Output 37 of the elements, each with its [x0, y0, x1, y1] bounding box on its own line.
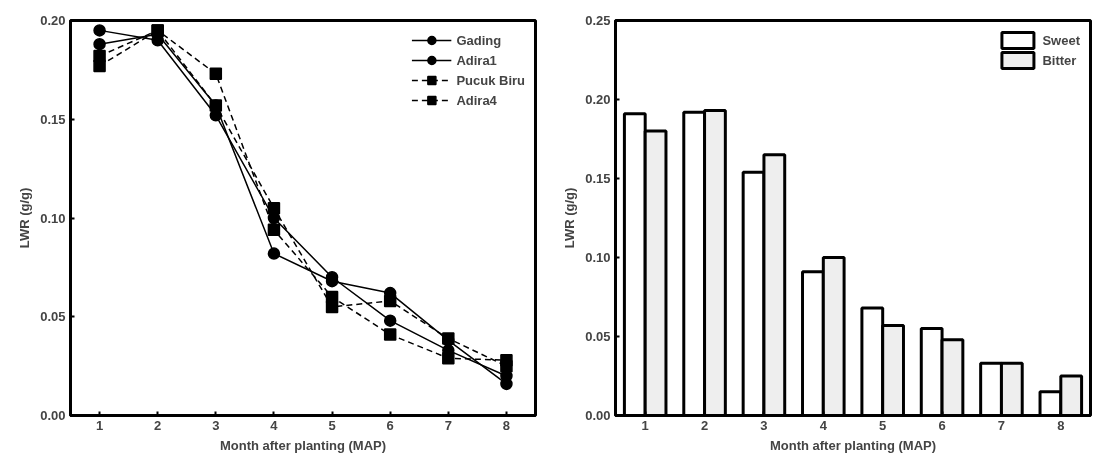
legend-label: Adira4	[456, 92, 497, 108]
x-tick-label: 8	[1057, 417, 1065, 433]
y-axis-title: LWR (g/g)	[17, 187, 33, 249]
x-tick-label: 6	[386, 417, 394, 433]
x-tick-label: 6	[938, 417, 946, 433]
x-tick-label: 2	[700, 417, 709, 433]
y-tick-label: 0.25	[585, 13, 611, 28]
x-axis-title: Month after planting (MAP)	[219, 437, 387, 453]
x-tick-label: 1	[95, 417, 104, 433]
x-tick-label: 1	[641, 417, 649, 433]
y-tick-label: 0.15	[40, 111, 66, 127]
y-tick-label: 0.20	[585, 92, 611, 107]
x-tick-label: 4	[819, 417, 828, 433]
y-tick-label: 0.10	[585, 250, 611, 265]
x-tick-label: 5	[328, 417, 336, 433]
x-axis-title: Month after planting (MAP)	[769, 437, 937, 453]
y-tick-label: 0.15	[585, 171, 611, 186]
x-tick-label: 3	[212, 417, 220, 433]
x-tick-label: 4	[270, 417, 279, 433]
legend-label: Sweet	[1042, 32, 1080, 48]
y-tick-label: 0.20	[40, 13, 66, 28]
x-tick-label: 3	[760, 417, 768, 433]
y-axis-title: LWR (g/g)	[562, 187, 578, 249]
legend-label: Adira1	[456, 52, 497, 68]
y-tick-label: 0.10	[40, 210, 66, 226]
y-tick-label: 0.05	[585, 329, 611, 344]
legend-label: Pucuk Biru	[456, 72, 525, 88]
x-tick-label: 8	[502, 417, 511, 433]
y-tick-label: 0.00	[585, 408, 611, 423]
x-tick-label: 5	[879, 417, 887, 433]
x-tick-label: 7	[997, 417, 1006, 433]
legend-label: Gading	[456, 32, 502, 48]
y-tick-label: 0.00	[40, 408, 66, 423]
legend-label: Bitter	[1042, 52, 1077, 68]
y-tick-label: 0.05	[40, 309, 66, 325]
x-tick-label: 7	[444, 417, 452, 433]
x-tick-label: 2	[154, 417, 162, 433]
